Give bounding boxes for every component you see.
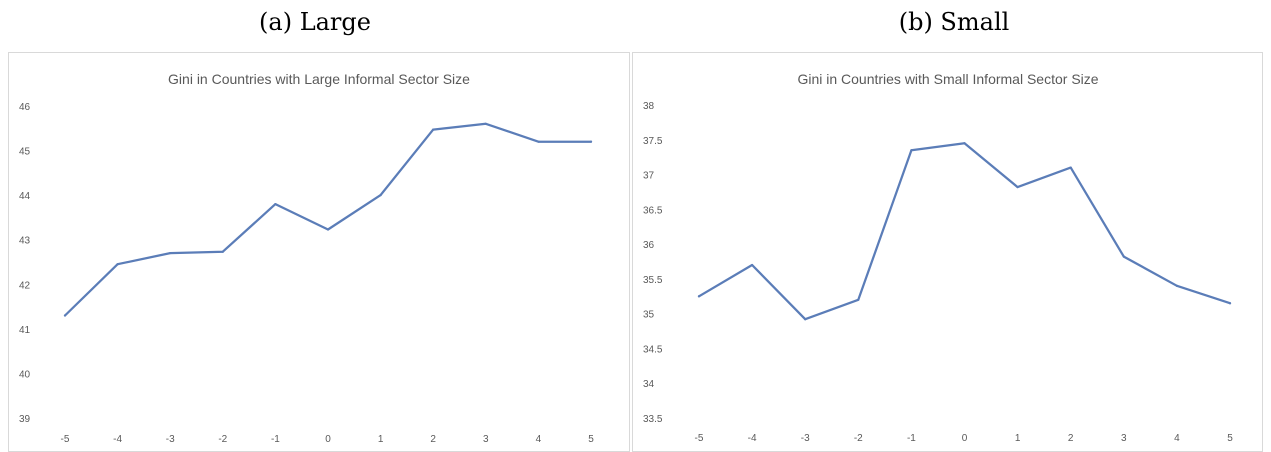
y-tick-label: 35	[643, 310, 655, 321]
x-tick-label: -3	[166, 434, 175, 445]
data-point	[1016, 185, 1019, 189]
y-tick-label: 46	[19, 102, 31, 113]
x-axis-ticks: -5 -4 -3 -2 -1 0 1 2 3 4 5	[695, 433, 1234, 444]
x-tick-label: 4	[1174, 433, 1180, 444]
data-point	[432, 128, 435, 131]
data-point	[1122, 255, 1125, 258]
data-point	[963, 142, 966, 145]
y-tick-label: 45	[19, 147, 31, 158]
x-tick-label: -3	[801, 433, 810, 444]
data-point	[910, 149, 913, 152]
y-tick-label: 37.5	[643, 136, 663, 147]
data-point	[484, 122, 487, 125]
chart-title: Gini in Countries with Large Informal Se…	[168, 71, 470, 87]
data-point	[589, 140, 593, 143]
data-point	[326, 228, 330, 231]
chart-small-informal: Gini in Countries with Small Informal Se…	[632, 52, 1263, 452]
x-tick-label: -2	[218, 434, 227, 445]
y-tick-label: 37	[643, 171, 655, 182]
chart-large-informal: Gini in Countries with Large Informal Se…	[8, 52, 630, 452]
y-tick-label: 36	[643, 240, 655, 251]
data-point	[697, 295, 701, 298]
y-tick-label: 44	[19, 191, 31, 202]
series-group	[63, 122, 593, 317]
data-point	[169, 251, 172, 255]
data-point	[116, 263, 119, 266]
y-tick-label: 42	[19, 280, 31, 291]
x-tick-label: 5	[588, 434, 594, 445]
x-tick-label: -1	[907, 433, 916, 444]
caption-b: (b) Small	[898, 8, 1010, 36]
y-tick-label: 41	[19, 325, 31, 336]
x-tick-label: 5	[1227, 433, 1233, 444]
data-point	[857, 298, 860, 301]
data-point	[1228, 302, 1232, 305]
y-axis-ticks: 39 40 41 42 43 44 45 46	[19, 102, 31, 425]
y-tick-label: 33.5	[643, 414, 663, 425]
chart-frame	[632, 52, 1263, 452]
x-tick-label: -4	[748, 433, 757, 444]
x-tick-label: -2	[854, 433, 863, 444]
data-point	[221, 250, 224, 253]
data-point	[537, 140, 540, 143]
x-tick-label: 3	[483, 434, 489, 445]
data-point	[1175, 284, 1178, 287]
caption-a: (a) Large	[259, 8, 371, 36]
y-tick-label: 34.5	[643, 344, 663, 355]
x-tick-label: -1	[271, 434, 280, 445]
x-tick-label: 2	[1068, 433, 1074, 444]
y-tick-label: 43	[19, 236, 31, 247]
data-point	[804, 318, 807, 321]
y-tick-label: 36.5	[643, 205, 663, 216]
y-tick-label: 40	[19, 369, 31, 380]
y-tick-label: 34	[643, 379, 655, 390]
y-axis-ticks: 33.5 34 34.5 35 35.5 36 36.5 37 37.5 38	[643, 101, 663, 425]
y-tick-label: 35.5	[643, 275, 663, 286]
x-tick-label: -5	[61, 434, 70, 445]
x-tick-label: 1	[1015, 433, 1021, 444]
x-tick-label: 0	[962, 433, 968, 444]
x-tick-label: -4	[113, 434, 122, 445]
data-point	[379, 194, 382, 197]
data-point	[274, 202, 277, 206]
x-tick-label: -5	[695, 433, 704, 444]
data-point	[751, 263, 754, 267]
x-axis-ticks: -5 -4 -3 -2 -1 0 1 2 3 4 5	[61, 434, 595, 445]
x-tick-label: 1	[378, 434, 384, 445]
data-point	[1069, 166, 1072, 169]
x-tick-label: 2	[430, 434, 436, 445]
x-tick-label: 0	[325, 434, 331, 445]
x-tick-label: 3	[1121, 433, 1127, 444]
data-point	[63, 314, 67, 317]
x-tick-label: 4	[536, 434, 542, 445]
series-group	[697, 142, 1232, 321]
chart-title: Gini in Countries with Small Informal Se…	[797, 71, 1098, 87]
chart-frame	[8, 52, 630, 452]
y-tick-label: 39	[19, 414, 31, 425]
y-tick-label: 38	[643, 101, 655, 112]
